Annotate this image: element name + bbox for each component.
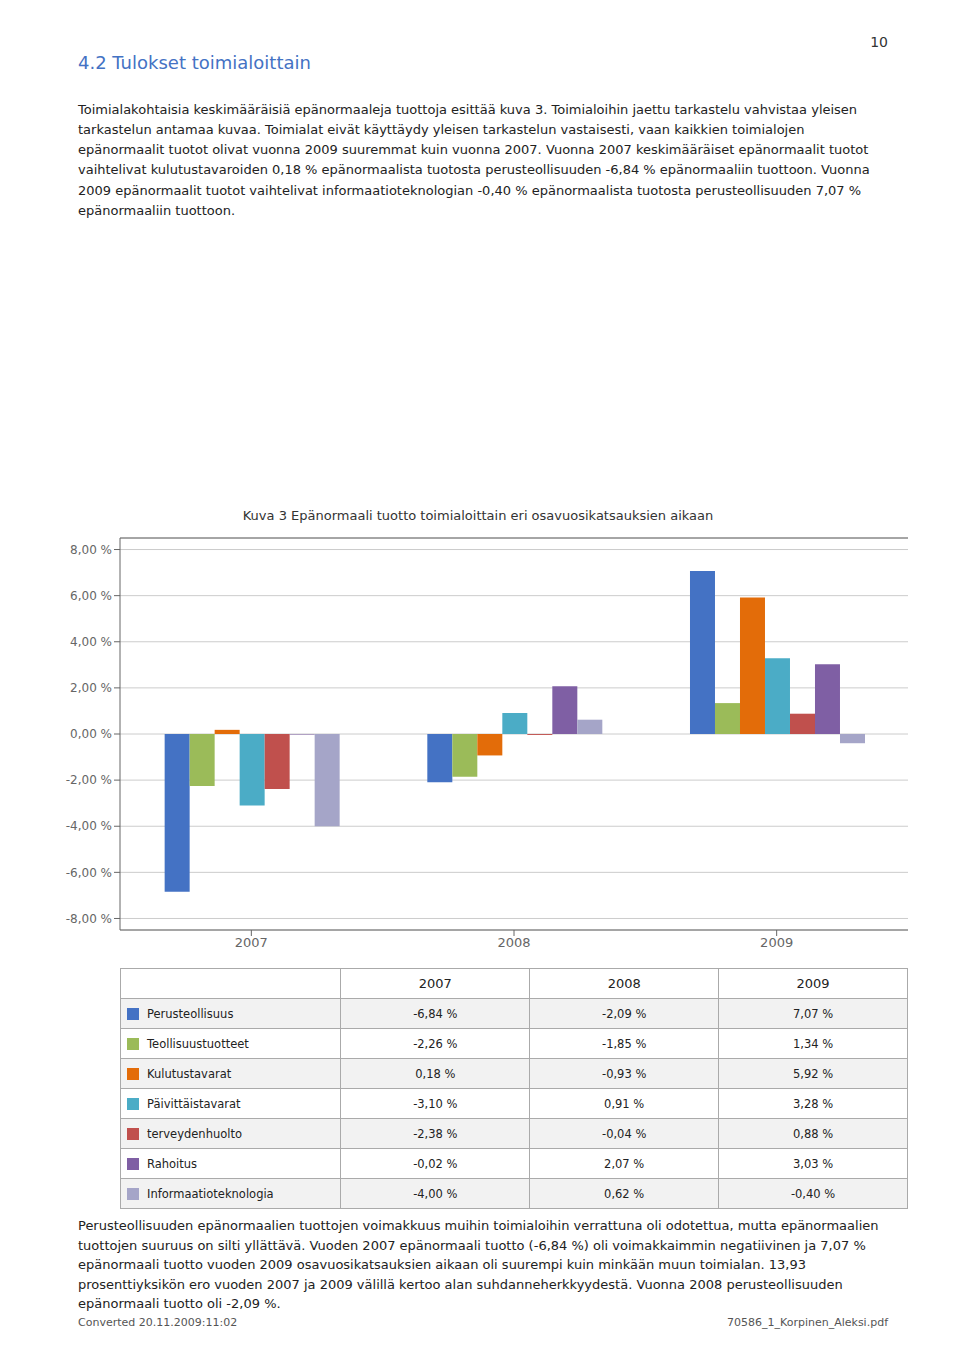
- html-text:Teollisuustuotteet: Teollisuustuotteet: [147, 1036, 249, 1051]
- svg-text:2009: 2009: [760, 935, 793, 950]
- html-text:Toimialakohtaisia keskimääräis: Toimialakohtaisia keskimääräisiä epänorm…: [78, 102, 870, 218]
- html-text:2008: 2008: [607, 976, 641, 991]
- svg-text:-6,00 %: -6,00 %: [66, 866, 112, 880]
- html-text:Päivittäistavarat: Päivittäistavarat: [147, 1096, 241, 1111]
- svg-text:2007: 2007: [235, 935, 268, 950]
- html-text:-6,84 %: -6,84 %: [413, 1006, 458, 1021]
- html-text:-2,38 %: -2,38 %: [413, 1126, 458, 1141]
- html-text:-3,10 %: -3,10 %: [413, 1096, 458, 1111]
- html-text:-4,00 %: -4,00 %: [413, 1186, 458, 1201]
- html-text:Rahoitus: Rahoitus: [147, 1156, 198, 1171]
- svg-text:2,00 %: 2,00 %: [70, 681, 112, 695]
- html-text:2007: 2007: [418, 976, 452, 991]
- svg-text:8,00 %: 8,00 %: [70, 543, 112, 557]
- svg-text:-8,00 %: -8,00 %: [66, 912, 112, 926]
- html-text:0,88 %: 0,88 %: [793, 1126, 834, 1141]
- html-text:3,03 %: 3,03 %: [793, 1156, 834, 1171]
- html-text:Perusteollisuuden epänormaalie: Perusteollisuuden epänormaalien tuottoje…: [78, 1218, 879, 1311]
- html-text:0,18 %: 0,18 %: [415, 1066, 456, 1081]
- svg-text:0,00 %: 0,00 %: [70, 727, 112, 741]
- html-text:0,91 %: 0,91 %: [604, 1096, 645, 1111]
- html-text:2,07 %: 2,07 %: [604, 1156, 645, 1171]
- html-text:-0,93 %: -0,93 %: [602, 1066, 647, 1081]
- html-text:terveydenhuolto: terveydenhuolto: [147, 1126, 242, 1141]
- svg-text:6,00 %: 6,00 %: [70, 589, 112, 603]
- html-text:-2,26 %: -2,26 %: [413, 1036, 458, 1051]
- svg-text:2008: 2008: [497, 935, 530, 950]
- html-text:-0,40 %: -0,40 %: [790, 1186, 836, 1201]
- svg-text:-2,00 %: -2,00 %: [66, 773, 112, 787]
- html-text:Perusteollisuus: Perusteollisuus: [147, 1006, 234, 1021]
- html-text:1,34 %: 1,34 %: [793, 1036, 834, 1051]
- html-text:5,92 %: 5,92 %: [793, 1066, 834, 1081]
- html-text:7,07 %: 7,07 %: [793, 1006, 834, 1021]
- html-text:Kulutustavarat: Kulutustavarat: [147, 1066, 232, 1081]
- html-text:3,28 %: 3,28 %: [793, 1096, 834, 1111]
- html-text:-1,85 %: -1,85 %: [602, 1036, 647, 1051]
- html-text:Informaatioteknologia: Informaatioteknologia: [147, 1186, 274, 1201]
- html-text:Converted 20.11.2009:11:02: Converted 20.11.2009:11:02: [78, 1316, 238, 1329]
- html-text:70586_1_Korpinen_Aleksi.pdf: 70586_1_Korpinen_Aleksi.pdf: [727, 1316, 888, 1329]
- svg-text:-4,00 %: -4,00 %: [66, 819, 112, 833]
- html-text:0,62 %: 0,62 %: [604, 1186, 645, 1201]
- html-text:4.2 Tulokset toimialoittain: 4.2 Tulokset toimialoittain: [78, 52, 311, 73]
- html-text:10: 10: [870, 34, 888, 50]
- html-text:-2,09 %: -2,09 %: [602, 1006, 647, 1021]
- html-text:-0,02 %: -0,02 %: [413, 1156, 458, 1171]
- html-text:-0,04 %: -0,04 %: [602, 1126, 647, 1141]
- html-text:2009: 2009: [796, 976, 830, 991]
- svg-text:4,00 %: 4,00 %: [70, 635, 112, 649]
- html-text:Kuva 3 Epänormaali tuotto toim: Kuva 3 Epänormaali tuotto toimialoittain…: [242, 508, 714, 523]
